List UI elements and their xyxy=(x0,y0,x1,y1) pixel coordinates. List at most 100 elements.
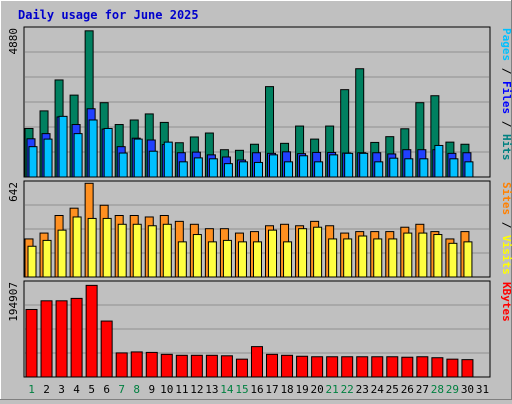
x-tick-label: 10 xyxy=(160,383,173,396)
x-tick-label: 27 xyxy=(416,383,429,396)
y-max-label-pages-files-hits: 4880 xyxy=(7,28,20,55)
bar-pages-day-27 xyxy=(419,158,429,178)
bar-sites-day-16 xyxy=(252,241,262,278)
legend-entry: Files xyxy=(500,81,512,114)
bar-kbytes-day-6 xyxy=(100,320,113,378)
bar-pages-day-11 xyxy=(178,161,188,178)
legend-entry: / xyxy=(500,215,512,235)
bar-pages-day-19 xyxy=(299,155,309,178)
bar-sites-day-6 xyxy=(102,217,112,278)
bar-kbytes-day-19 xyxy=(296,355,309,378)
bar-pages-day-22 xyxy=(344,152,354,178)
bar-sites-day-28 xyxy=(433,234,443,278)
bar-kbytes-day-21 xyxy=(326,356,339,378)
x-tick-label: 22 xyxy=(341,383,354,396)
x-tick-label: 25 xyxy=(386,383,399,396)
bar-sites-day-5 xyxy=(87,217,97,278)
bar-kbytes-day-26 xyxy=(401,356,414,378)
x-tick-label: 23 xyxy=(356,383,369,396)
bar-kbytes-day-5 xyxy=(85,284,98,378)
bar-kbytes-day-11 xyxy=(175,354,188,378)
bar-sites-day-18 xyxy=(283,241,293,278)
legend-pages-files-hits: Pages / Files / Hits xyxy=(500,28,512,161)
bar-sites-day-25 xyxy=(388,238,398,278)
bar-sites-day-2 xyxy=(42,239,52,278)
x-tick-label: 26 xyxy=(401,383,414,396)
x-tick-label: 24 xyxy=(371,383,385,396)
y-max-label-sites-visits: 642 xyxy=(7,182,20,202)
chart-title: Daily usage for June 2025 xyxy=(18,8,199,22)
bar-pages-day-4 xyxy=(73,133,83,178)
bar-kbytes-day-25 xyxy=(386,356,399,378)
bar-sites-day-26 xyxy=(403,232,413,278)
x-tick-label: 20 xyxy=(311,383,324,396)
bar-pages-day-26 xyxy=(404,158,414,178)
x-tick-label: 5 xyxy=(88,383,95,396)
bar-pages-day-6 xyxy=(103,127,113,178)
bar-kbytes-day-10 xyxy=(160,353,173,378)
bar-kbytes-day-9 xyxy=(145,351,158,378)
x-tick-label: 2 xyxy=(43,383,50,396)
x-tick-label: 19 xyxy=(295,383,308,396)
bar-pages-day-12 xyxy=(193,157,203,178)
bar-pages-day-1 xyxy=(28,146,38,178)
bar-sites-day-10 xyxy=(162,223,172,278)
bar-kbytes-day-16 xyxy=(250,346,263,378)
bar-kbytes-day-27 xyxy=(416,356,429,378)
bar-pages-day-20 xyxy=(314,161,324,178)
bar-pages-day-5 xyxy=(88,119,98,178)
bar-kbytes-day-13 xyxy=(205,354,218,378)
bar-pages-day-24 xyxy=(374,161,384,178)
bar-pages-day-17 xyxy=(269,154,279,178)
bar-pages-day-8 xyxy=(133,138,143,178)
bar-sites-day-11 xyxy=(177,241,187,278)
x-tick-label: 13 xyxy=(205,383,218,396)
x-tick-label: 9 xyxy=(148,383,155,396)
x-tick-label: 1 xyxy=(28,383,35,396)
bar-kbytes-day-15 xyxy=(235,358,248,378)
bar-sites-day-24 xyxy=(373,238,383,278)
legend-entry: / xyxy=(500,114,512,134)
bar-pages-day-2 xyxy=(43,138,53,178)
bar-kbytes-day-29 xyxy=(446,358,459,378)
bar-kbytes-day-30 xyxy=(461,359,474,378)
x-tick-label: 30 xyxy=(461,383,474,396)
bar-kbytes-day-24 xyxy=(371,356,384,378)
bar-kbytes-day-2 xyxy=(40,300,53,378)
legend-sites-visits: Sites / Visits xyxy=(500,182,512,275)
bar-kbytes-day-3 xyxy=(55,300,68,378)
bar-pages-day-30 xyxy=(464,161,474,178)
x-tick-label: 4 xyxy=(73,383,80,396)
legend-entry: Sites xyxy=(500,182,512,215)
bar-pages-day-14 xyxy=(223,163,233,178)
bar-pages-day-3 xyxy=(58,115,68,178)
bar-sites-day-17 xyxy=(268,229,278,278)
bar-pages-day-21 xyxy=(329,154,339,178)
bar-kbytes-day-1 xyxy=(25,308,38,378)
bar-kbytes-day-8 xyxy=(130,351,143,378)
bar-kbytes-day-22 xyxy=(341,356,354,378)
bar-sites-day-21 xyxy=(328,238,338,278)
bar-sites-day-15 xyxy=(237,241,247,278)
bar-pages-day-29 xyxy=(449,158,459,178)
x-tick-label: 7 xyxy=(118,383,125,396)
bar-kbytes-day-12 xyxy=(190,354,203,378)
bar-pages-day-10 xyxy=(163,141,173,178)
y-max-label-kbytes: 194907 xyxy=(7,282,20,322)
bar-kbytes-day-18 xyxy=(281,354,294,378)
bar-sites-day-7 xyxy=(117,223,127,278)
bar-sites-day-1 xyxy=(27,245,37,278)
bar-pages-day-25 xyxy=(389,157,399,178)
bar-sites-day-23 xyxy=(358,235,368,278)
x-tick-label: 11 xyxy=(175,383,188,396)
bar-sites-day-19 xyxy=(298,228,308,278)
x-tick-label: 29 xyxy=(446,383,459,396)
bar-kbytes-day-17 xyxy=(266,353,279,378)
legend-entry: Hits xyxy=(500,134,512,161)
bar-sites-day-12 xyxy=(192,234,202,278)
x-tick-label: 31 xyxy=(476,383,489,396)
bar-pages-day-28 xyxy=(434,144,444,178)
bar-sites-day-3 xyxy=(57,229,67,278)
